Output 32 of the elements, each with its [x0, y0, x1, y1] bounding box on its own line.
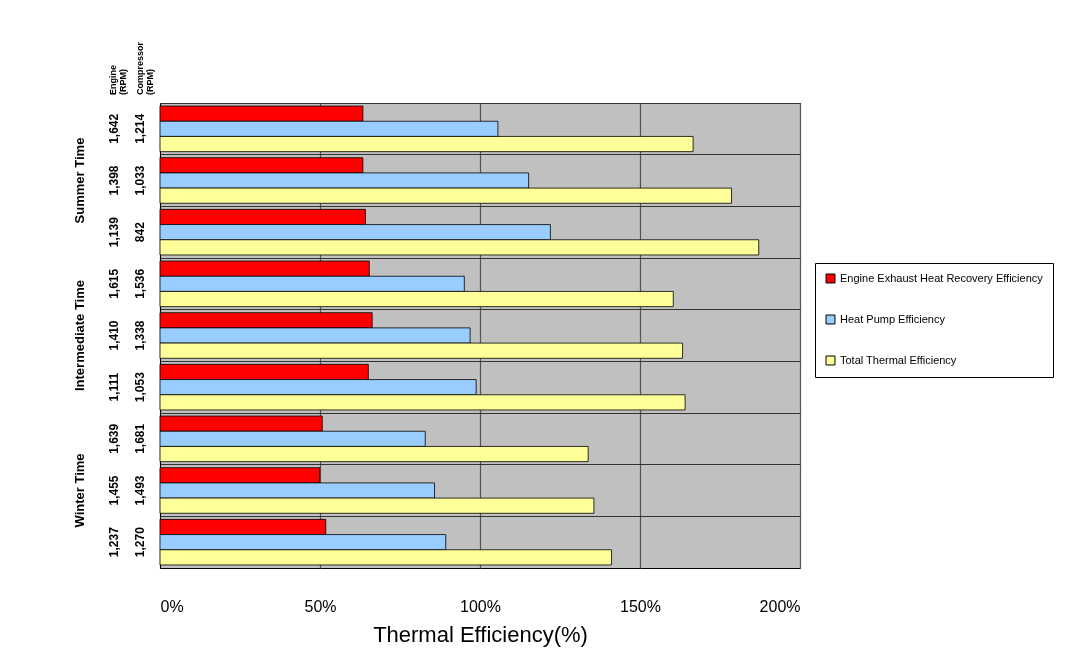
legend-label: Total Thermal Efficiency: [840, 353, 957, 366]
x-tick-label: 150%: [620, 597, 661, 615]
text: Intermediate Time: [72, 279, 87, 392]
text: 842: [133, 221, 147, 243]
text: 1,033: [133, 165, 147, 196]
x-tick-label: 200%: [759, 597, 801, 615]
y-tick-label: 1,111: [106, 372, 121, 402]
text: 1,681: [133, 423, 147, 454]
text: Winter Time: [72, 453, 87, 528]
text: 1,536: [133, 268, 147, 299]
y-tick-label: 1,455: [106, 475, 121, 506]
x-tick-label: 100%: [460, 597, 501, 615]
y-tick-label: 1,615: [106, 268, 121, 299]
y-tick-label: 1,410: [106, 320, 121, 351]
y-tick-label: 1,398: [106, 165, 121, 196]
x-axis-title: Thermal Efficiency(%): [373, 621, 588, 647]
text: Summer Time: [72, 137, 87, 224]
text: 1,214: [133, 113, 147, 144]
x-tick-label: 0%: [160, 597, 184, 615]
y-tick-label: 1,639: [106, 423, 121, 454]
text: 1,053: [133, 371, 147, 403]
text: 1,270: [133, 526, 147, 558]
text: 1,338: [133, 320, 147, 351]
y-tick-label: 1,642: [106, 113, 121, 144]
y-axis-title: Engine (RPM): [108, 64, 128, 95]
y2-axis-title: Compressor (RPM): [135, 41, 155, 95]
legend-label: Heat Pump Efficiency: [840, 312, 946, 325]
x-tick-label: 50%: [304, 597, 337, 615]
y-tick-label: 1,139: [106, 216, 121, 248]
legend-label: Engine Exhaust Heat Recovery Efficiency: [840, 271, 1044, 284]
text: 1,493: [133, 475, 147, 506]
y-tick-label: 1,237: [106, 526, 121, 558]
